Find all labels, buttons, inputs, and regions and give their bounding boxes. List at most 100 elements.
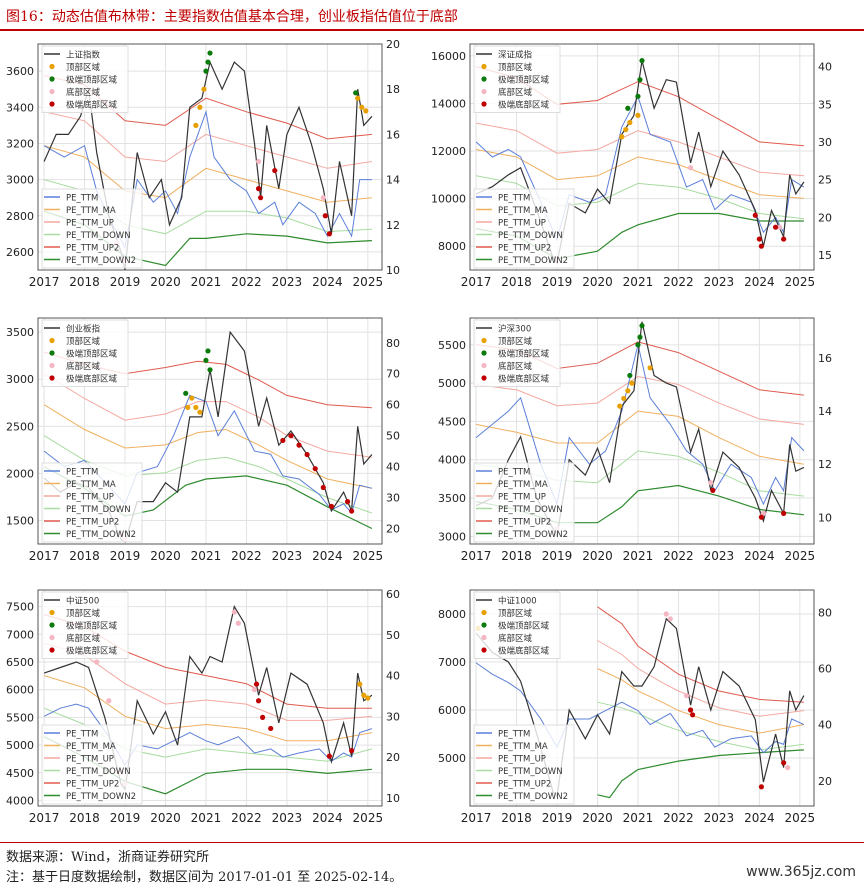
series-pe-ttm-down2: [597, 749, 804, 799]
y-right-tick-label: 20: [386, 523, 400, 536]
y-left-tick-label: 4000: [438, 454, 466, 467]
y-left-tick-label: 3500: [438, 492, 466, 505]
y-right-tick-label: 60: [386, 588, 400, 601]
x-tick-label: 2021: [191, 811, 222, 825]
legend-swatch: [481, 350, 487, 356]
legend-item-pe-ttm-up: PE_TTM_UP: [498, 219, 546, 229]
series-pe-ttm-up: [476, 375, 804, 425]
legend-lower: PE_TTM PE_TTM_MA PE_TTM_UP PE_TTM_DOWN PE_TT…: [41, 462, 143, 543]
legend-swatch: [49, 337, 55, 344]
marker-extreme-bottom-zone: [756, 236, 762, 242]
legend-item-index: 创业板指: [66, 324, 101, 335]
x-tick-label: 2023: [704, 811, 735, 825]
legend-item-pe-ttm-up: PE_TTM_UP: [66, 755, 114, 765]
legend-item-pe-ttm-up: PE_TTM_UP: [498, 755, 546, 765]
legend-swatch: [481, 622, 487, 628]
marker-extreme-top-zone: [205, 59, 211, 65]
legend-item-pe-ttm: PE_TTM: [66, 730, 98, 740]
legend-item-pe-ttm-up2: PE_TTM_UP2: [66, 780, 119, 790]
legend-item-pe-ttm-up2: PE_TTM_UP2: [498, 244, 551, 254]
legend-item-pe-ttm-down2: PE_TTM_DOWN2: [66, 792, 136, 802]
legend-item-bottom: 底部区域: [66, 633, 101, 644]
legend-item-extreme-bottom: 极端底部区域: [498, 374, 550, 385]
marker-extreme-top-zone: [635, 93, 641, 99]
legend-lower-box: [473, 188, 575, 269]
marker-extreme-top-zone: [637, 334, 643, 340]
footer-rule: [0, 842, 864, 843]
marker-top-zone: [629, 380, 635, 386]
chart-panel-csi1000: 2017 2018 2019 2020 2021 2022 2023 2024 2025 5000…: [432, 584, 852, 854]
x-tick-label: 2017: [29, 275, 60, 289]
x-tick-label: 2022: [231, 549, 262, 563]
legend-item-pe-ttm-down: PE_TTM_DOWN: [498, 767, 563, 777]
legend-item-extreme-top: 极端顶部区域: [498, 349, 550, 360]
y-left-tick-label: 14000: [432, 97, 466, 110]
marker-extreme-bottom-zone: [781, 510, 787, 516]
x-tick-label: 2024: [312, 275, 343, 289]
marker-extreme-bottom-zone: [752, 212, 758, 218]
y-right-tick-label: 10: [818, 511, 832, 524]
y-left-tick-label: 5000: [438, 377, 466, 390]
x-tick-label: 2021: [623, 275, 654, 289]
x-tick-label: 2025: [785, 275, 816, 289]
marker-extreme-bottom-zone: [772, 224, 779, 230]
legend-item-index: 中证1000: [498, 596, 537, 607]
x-tick-label: 2017: [461, 811, 492, 825]
legend-swatch: [481, 375, 487, 381]
y-right-tick-label: 14: [818, 405, 832, 418]
marker-bottom-zone: [777, 224, 783, 230]
series-pe-ttm-ma: [597, 668, 804, 734]
y-left-tick-label: 4500: [438, 415, 466, 428]
y-left-tick-label: 6500: [6, 656, 34, 669]
x-tick-label: 2022: [663, 811, 694, 825]
marker-extreme-bottom-zone: [255, 698, 262, 704]
legend-swatch: [49, 634, 55, 641]
chart-panel-csi300: 2017 2018 2019 2020 2021 2022 2023 2024 2025 3000…: [432, 312, 852, 582]
y-left-tick-label: 16000: [432, 50, 466, 63]
y-left-tick-label: 5000: [6, 739, 34, 752]
marker-extreme-bottom-zone: [758, 784, 764, 790]
legend-item-pe-ttm-down2: PE_TTM_DOWN2: [66, 530, 136, 540]
y-right-tick-label: 12: [386, 219, 400, 232]
legend-item-pe-ttm-ma: PE_TTM_MA: [498, 206, 548, 216]
x-tick-label: 2017: [461, 549, 492, 563]
series-pe-ttm-up: [597, 640, 804, 717]
series-pe-ttm-up: [43, 111, 372, 169]
marker-extreme-bottom-zone: [710, 487, 716, 493]
x-tick-label: 2020: [150, 549, 181, 563]
x-tick-label: 2025: [785, 811, 816, 825]
legend-item-pe-ttm-down2: PE_TTM_DOWN2: [498, 792, 568, 802]
marker-extreme-top-zone: [639, 58, 645, 64]
legend-item-pe-ttm-up2: PE_TTM_UP2: [66, 244, 119, 254]
y-left-tick-label: 3600: [6, 65, 34, 78]
legend-item-pe-ttm-ma: PE_TTM_MA: [66, 206, 116, 216]
chart-csi1000: 2017 2018 2019 2020 2021 2022 2023 2024 2025 5000…: [438, 589, 832, 825]
x-tick-label: 2022: [231, 811, 262, 825]
marker-extreme-bottom-zone: [758, 243, 764, 249]
chart-panel-csi500: 2017 2018 2019 2020 2021 2022 2023 2024 2025 4000…: [0, 584, 420, 854]
y-right-tick-label: 16: [386, 128, 400, 141]
x-tick-label: 2019: [110, 811, 141, 825]
legend-swatch: [49, 101, 55, 107]
legend-upper-box: [473, 45, 561, 113]
x-tick-label: 2023: [272, 811, 303, 825]
chart-csi300: 2017 2018 2019 2020 2021 2022 2023 2024 2025 3000…: [438, 317, 832, 563]
x-tick-label: 2019: [542, 549, 573, 563]
marker-extreme-bottom-zone: [326, 231, 332, 237]
plot-frame: [469, 317, 815, 545]
y-right-tick-label: 25: [818, 174, 832, 187]
x-tick-label: 2022: [663, 275, 694, 289]
watermark: www.365jz.com: [746, 864, 856, 880]
y-left-tick-label: 2800: [6, 210, 34, 223]
marker-top-zone: [365, 695, 371, 701]
legend-swatch: [481, 362, 487, 369]
legend-item-bottom: 底部区域: [66, 87, 101, 98]
x-tick-label: 2021: [191, 275, 222, 289]
legend-item-pe-ttm-up2: PE_TTM_UP2: [498, 780, 551, 790]
y-left-tick-label: 3400: [6, 101, 34, 114]
marker-extreme-top-zone: [207, 50, 213, 56]
series-pe-ttm-ma: [43, 145, 372, 203]
legend-item-top: 顶部区域: [498, 336, 533, 347]
legend-item-top: 顶部区域: [66, 336, 101, 347]
y-left-tick-label: 5000: [438, 752, 466, 765]
